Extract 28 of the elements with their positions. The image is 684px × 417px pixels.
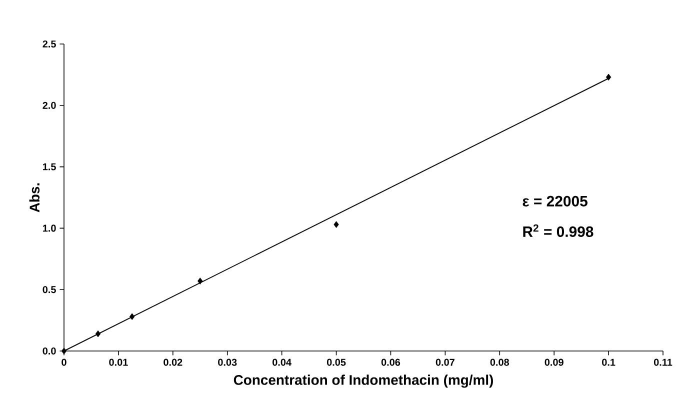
point [129, 313, 135, 320]
y-tick-label: 0.5 [42, 286, 56, 294]
x-tick-label: 0.1 [602, 358, 616, 366]
x-tick-label: 0.05 [326, 358, 346, 366]
x-tick-label: 0 [62, 358, 66, 366]
x-tick-label: 0.01 [109, 358, 128, 366]
y-tick-label: 1.5 [43, 163, 56, 170]
x-tick-label: 0.08 [490, 358, 510, 366]
y-tick-label: 1.0 [43, 224, 56, 232]
x-axis-title: Concentration of Indomethacin (mg/ml) [234, 374, 493, 388]
point [198, 278, 203, 284]
point [334, 221, 339, 228]
x-tick-label: 0.02 [164, 358, 182, 366]
point [606, 74, 612, 81]
annotation: R$^{2}$ = 0.998 [523, 224, 594, 237]
annotation: ε = 22005 [522, 196, 588, 206]
x-tick-label: 0.04 [272, 358, 292, 366]
x-tick-label: 0.09 [544, 358, 564, 366]
point [61, 348, 67, 354]
x-tick-label: 0.03 [218, 358, 237, 366]
x-tick-label: 0.11 [654, 358, 672, 366]
y-tick-label: 2.0 [42, 102, 56, 109]
y-axis-title: Abs. [29, 183, 40, 212]
y-tick-label: 2.5 [42, 40, 56, 48]
x-tick-label: 0.06 [381, 358, 400, 366]
y-tick-label: 0.0 [42, 347, 56, 355]
point [95, 330, 101, 338]
x-tick-label: 0.07 [436, 358, 454, 366]
